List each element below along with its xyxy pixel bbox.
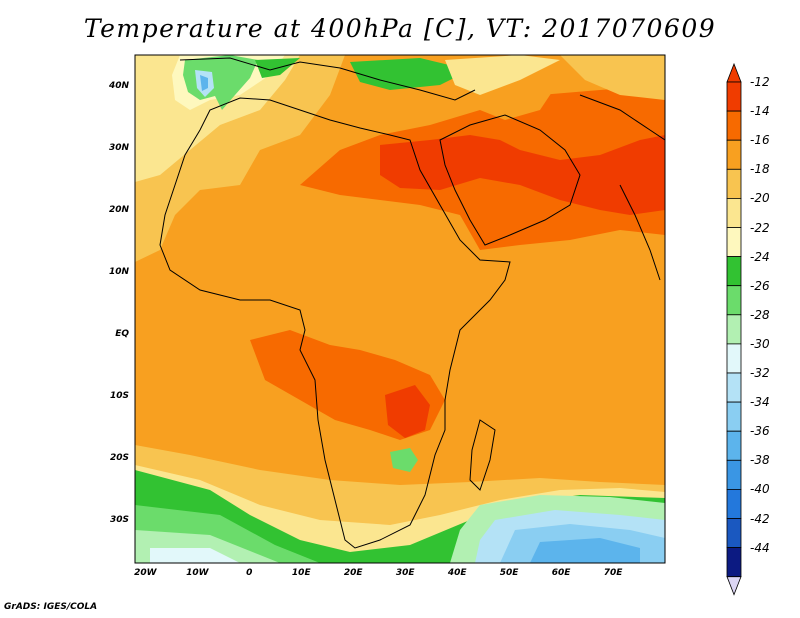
- legend-label: -34: [750, 395, 770, 410]
- legend-label: -14: [750, 104, 770, 119]
- legend-label: -44: [750, 540, 770, 555]
- y-tick-label: 20N: [108, 204, 129, 215]
- legend-bottom-triangle: [726, 576, 742, 596]
- mediterranean-coastline: [179, 57, 476, 101]
- legend-label: -18: [750, 162, 770, 177]
- coastlines: [159, 57, 665, 549]
- legend-swatch: [726, 139, 742, 170]
- legend-label: -40: [750, 482, 770, 497]
- y-tick-label: 10S: [109, 390, 129, 401]
- legend-swatch: [726, 227, 742, 258]
- x-tick-label: 40E: [447, 568, 467, 578]
- legend-label: -24: [750, 249, 770, 264]
- legend-swatch: [726, 110, 742, 141]
- x-tick-label: 70E: [603, 568, 623, 578]
- legend-label: -30: [750, 336, 770, 351]
- legend-swatch: [726, 372, 742, 403]
- legend-label: -12: [750, 75, 770, 89]
- legend-swatch: [726, 488, 742, 519]
- band-minus36-iberia: [200, 75, 208, 91]
- legend-swatch: [726, 81, 742, 112]
- legend-swatch: [726, 314, 742, 345]
- band-minus30-southwest: [150, 548, 240, 563]
- legend-swatch: [726, 459, 742, 490]
- band-minus26-botswana: [390, 448, 418, 472]
- temperature-field: [135, 55, 665, 563]
- legend-colorbar: [726, 62, 742, 596]
- legend-swatch: [726, 430, 742, 461]
- arabia-coastline: [439, 114, 581, 246]
- band-minus12-core: [380, 135, 665, 215]
- band-minus12-zambia: [385, 385, 430, 438]
- legend-label: -22: [750, 220, 770, 235]
- band-minus36-southeast: [530, 538, 640, 563]
- y-tick-label: 10N: [108, 266, 129, 277]
- legend-label: -36: [750, 424, 770, 439]
- legend-swatch: [726, 343, 742, 374]
- legend-swatch: [726, 518, 742, 549]
- africa-coastline: [159, 97, 511, 549]
- y-tick-label: 30S: [109, 514, 129, 525]
- y-tick-label: 20S: [109, 452, 129, 463]
- legend-swatch: [726, 168, 742, 199]
- legend-label: -20: [750, 191, 770, 206]
- y-tick-label: 40N: [108, 80, 129, 91]
- legend-label: -42: [750, 511, 770, 526]
- legend-label: -16: [750, 133, 770, 148]
- x-tick-label: 0: [246, 568, 253, 578]
- legend-label: -38: [750, 453, 770, 468]
- x-tick-label: 20E: [343, 568, 363, 578]
- legend-swatch: [726, 401, 742, 432]
- x-tick-label: 50E: [499, 568, 519, 578]
- band-minus20-turkey: [445, 55, 560, 95]
- y-tick-label: 30N: [108, 142, 129, 153]
- legend-label: -32: [750, 366, 770, 380]
- legend-swatch: [726, 547, 742, 578]
- x-tick-label: 60E: [551, 568, 571, 578]
- legend-label: -28: [750, 307, 770, 322]
- band-minus18-iran: [560, 55, 665, 100]
- x-tick-label: 20W: [134, 568, 157, 578]
- plot-frame: [134, 54, 666, 564]
- legend-top-triangle: [726, 62, 742, 83]
- y-tick-label: EQ: [115, 328, 129, 339]
- map-title: Temperature at 400hPa [C], VT: 201707060…: [83, 14, 717, 43]
- legend-swatch: [726, 256, 742, 287]
- x-tick-label: 30E: [395, 568, 415, 578]
- credit-text: GrADS: IGES/COLA: [4, 602, 98, 612]
- x-tick-label: 10W: [186, 568, 209, 578]
- india-coastline: [619, 184, 661, 281]
- madagascar-coastline: [469, 419, 496, 491]
- band-minus24-mediterranean: [350, 58, 470, 90]
- legend-swatch: [726, 285, 742, 316]
- band-minus26-iberia: [183, 55, 258, 110]
- x-tick-label: 10E: [291, 568, 311, 578]
- legend-label: -26: [750, 278, 770, 293]
- iran-coastline: [579, 94, 665, 141]
- legend-swatch: [726, 197, 742, 228]
